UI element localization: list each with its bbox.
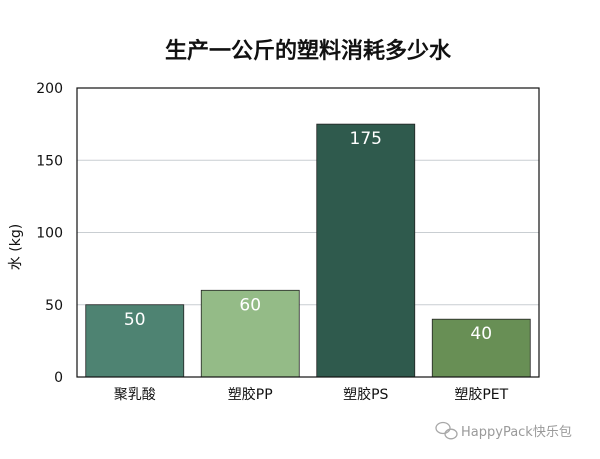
y-tick-label: 50 <box>45 298 63 314</box>
x-tick-label: 聚乳酸 <box>114 387 156 403</box>
bar <box>200 289 300 378</box>
data-labels: 50 60 175 40 <box>124 129 492 344</box>
bar <box>85 304 185 378</box>
data-label: 175 <box>350 129 382 149</box>
y-tick-label: 200 <box>36 81 63 97</box>
y-tick-label: 100 <box>36 226 63 242</box>
bar <box>431 318 531 378</box>
y-axis-label: 水 (kg) <box>8 224 24 270</box>
watermark: HappyPack快乐包 <box>435 421 572 440</box>
data-label: 60 <box>239 295 261 315</box>
y-axis-ticks: 0 50 100 150 200 <box>36 81 63 386</box>
x-tick-label: 塑胶PET <box>454 386 508 403</box>
y-tick-label: 0 <box>54 370 63 386</box>
x-axis-ticks: 聚乳酸 塑胶PP 塑胶PS 塑胶PET <box>114 386 509 403</box>
gridlines <box>77 159 539 306</box>
y-tick-label: 150 <box>36 153 63 169</box>
data-label: 40 <box>470 324 492 344</box>
x-tick-label: 塑胶PP <box>228 386 273 403</box>
x-tick-label: 塑胶PS <box>343 386 388 403</box>
plot-frame <box>76 87 540 378</box>
wechat-icon <box>435 421 458 440</box>
bar <box>316 123 416 378</box>
chart-title: 生产一公斤的塑料消耗多少水 <box>165 38 452 64</box>
bars <box>85 123 531 378</box>
data-label: 50 <box>124 310 146 330</box>
watermark-text: HappyPack快乐包 <box>461 425 572 440</box>
